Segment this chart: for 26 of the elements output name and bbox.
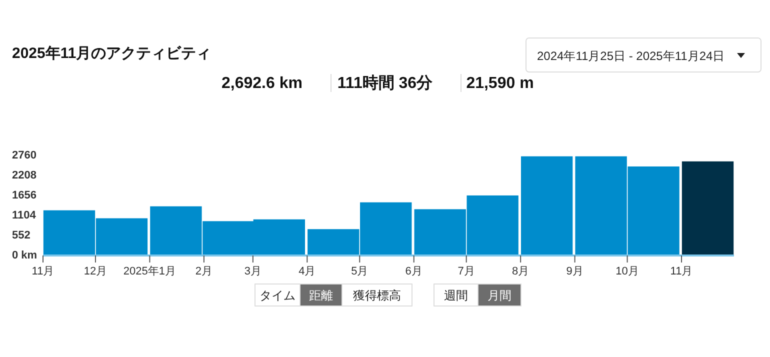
x-tick-label: 11月: [32, 266, 54, 278]
x-tick-label: 2025年1月: [123, 266, 176, 278]
x-tick-label: 2月: [195, 266, 213, 278]
x-tick-label: 3月: [244, 266, 262, 278]
y-tick-label: 552: [12, 230, 30, 242]
date-dropdown: 2024年11月25日 - 2025年11月24日: [526, 38, 762, 72]
bar: [520, 156, 573, 254]
y-tick-label: 2208: [12, 170, 36, 182]
x-tick-label: 8月: [512, 266, 530, 278]
y-tick-label: 1104: [12, 210, 37, 222]
x-tick-label: 5月: [351, 266, 368, 278]
y-tick-label: 2760: [12, 150, 36, 162]
text: 111時間 36分: [337, 74, 434, 92]
y-tick-label: 0 km: [12, 250, 38, 262]
bar: [682, 161, 734, 254]
x-tick-label: 7月: [458, 266, 475, 278]
x-tick-label: 6月: [405, 266, 422, 278]
chart-title: 2025年11月のアクティビティ: [12, 45, 212, 62]
x-tick-label: 10月: [616, 266, 639, 278]
x-tick-label: 4月: [298, 266, 316, 278]
text: 2,692.6 km: [222, 75, 302, 92]
text: 21,590 m: [466, 75, 534, 92]
x-tick-label: 11月: [670, 266, 693, 278]
x-tick-label: 12月: [84, 266, 108, 278]
x-tick-label: 9月: [566, 266, 584, 278]
y-tick-label: 1656: [12, 190, 36, 202]
